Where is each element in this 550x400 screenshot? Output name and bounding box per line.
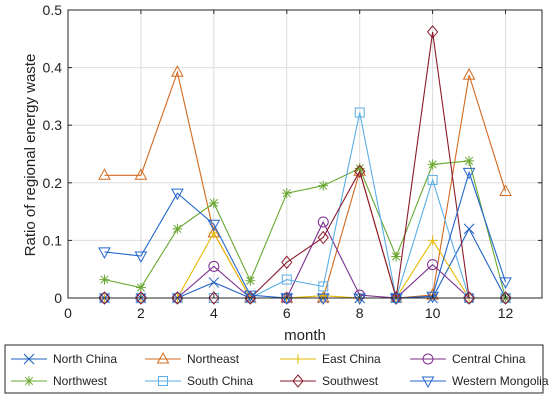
data-point bbox=[499, 277, 512, 289]
data-point bbox=[281, 274, 292, 285]
series-line bbox=[104, 160, 507, 299]
data-point bbox=[426, 291, 439, 304]
data-point bbox=[354, 107, 365, 118]
data-point bbox=[463, 291, 475, 305]
legend-label: South China bbox=[187, 374, 253, 388]
axes-box bbox=[67, 9, 543, 299]
legend-marker bbox=[293, 354, 303, 364]
legend-marker bbox=[422, 353, 434, 365]
y-tick-label: 0.4 bbox=[43, 60, 63, 76]
data-point bbox=[464, 155, 475, 166]
legend-label: North China bbox=[53, 352, 117, 366]
x-tick-label: 8 bbox=[356, 305, 364, 321]
x-tick-label: 10 bbox=[425, 305, 441, 321]
data-point bbox=[317, 216, 329, 228]
data-point bbox=[354, 164, 366, 179]
x-axis-label: month bbox=[284, 327, 326, 344]
y-tick-label: 0 bbox=[54, 290, 62, 306]
data-point bbox=[172, 223, 183, 234]
data-point bbox=[208, 197, 219, 208]
data-point bbox=[171, 291, 184, 305]
legend: North China Northeast East China Central Ch… bbox=[4, 344, 549, 394]
data-point bbox=[134, 251, 148, 263]
data-point bbox=[171, 65, 184, 77]
legend-marker bbox=[24, 376, 34, 386]
data-point bbox=[427, 235, 438, 246]
y-tick-label: 0.1 bbox=[43, 232, 63, 248]
data-point bbox=[208, 291, 220, 305]
legend-marker bbox=[23, 353, 35, 365]
plot-background bbox=[68, 10, 542, 298]
data-point bbox=[208, 260, 220, 272]
x-tick-label: 6 bbox=[283, 305, 291, 321]
legend-box bbox=[4, 344, 544, 394]
legend-marker bbox=[292, 374, 304, 388]
data-point bbox=[135, 291, 147, 305]
legend-entry: South China bbox=[145, 374, 253, 388]
data-point bbox=[134, 168, 148, 180]
data-point bbox=[281, 255, 293, 270]
x-tick-label: 4 bbox=[210, 305, 218, 321]
data-point bbox=[427, 159, 438, 170]
data-point bbox=[426, 25, 439, 39]
data-point bbox=[135, 282, 146, 293]
data-point bbox=[462, 167, 476, 180]
data-point bbox=[99, 274, 110, 285]
data-point bbox=[427, 174, 438, 185]
grid bbox=[67, 9, 542, 299]
data-point bbox=[316, 293, 330, 306]
tick-labels: 0 2 4 6 8 10 12 0 0.1 0.2 0.3 0.4 0.5 bbox=[43, 2, 514, 321]
x-tick-label: 12 bbox=[498, 305, 514, 321]
data-point bbox=[317, 230, 329, 245]
legend-label: Central China bbox=[452, 352, 526, 366]
legend-entry: Western Mongolia bbox=[410, 374, 549, 389]
x-tick-label: 2 bbox=[137, 305, 145, 321]
legend-entry: Northeast bbox=[145, 351, 240, 366]
y-axis-label: Ratio of regional energy waste bbox=[22, 54, 39, 257]
legend-label: Northeast bbox=[187, 352, 240, 366]
data-point bbox=[281, 188, 292, 199]
data-point bbox=[389, 293, 403, 306]
data-point bbox=[391, 251, 402, 262]
legend-entry: East China bbox=[280, 352, 381, 366]
legend-entry: Northwest bbox=[11, 374, 108, 388]
data-point bbox=[318, 180, 329, 191]
legend-marker bbox=[156, 351, 170, 364]
data-point bbox=[98, 291, 111, 305]
data-point bbox=[318, 281, 329, 292]
data-point bbox=[208, 277, 220, 288]
data-point bbox=[316, 290, 330, 303]
data-point bbox=[98, 247, 111, 259]
data-point bbox=[463, 223, 475, 235]
plot-frame bbox=[67, 9, 543, 299]
legend-label: Northwest bbox=[53, 374, 108, 388]
data-point bbox=[426, 288, 439, 300]
y-tick-label: 0.5 bbox=[43, 2, 63, 18]
data-point bbox=[243, 290, 257, 303]
y-tick-label: 0.3 bbox=[43, 117, 63, 133]
data-point bbox=[427, 259, 439, 271]
data-point bbox=[354, 163, 365, 174]
data-point bbox=[171, 188, 184, 201]
legend-marker bbox=[158, 376, 168, 386]
data-point bbox=[318, 290, 329, 301]
y-tick-label: 0.2 bbox=[43, 175, 63, 191]
data-point bbox=[245, 275, 256, 286]
legend-entry: Central China bbox=[410, 352, 526, 366]
legend-label: Western Mongolia bbox=[452, 374, 549, 388]
data-point bbox=[462, 68, 476, 80]
data-point bbox=[207, 219, 221, 232]
legend-label: East China bbox=[322, 352, 381, 366]
x-tick-label: 0 bbox=[64, 305, 72, 321]
legend-entry: Southwest bbox=[280, 374, 379, 388]
legend-entry: North China bbox=[11, 352, 117, 366]
data-point bbox=[499, 291, 512, 305]
legend-label: Southwest bbox=[322, 374, 379, 388]
data-point bbox=[499, 184, 512, 196]
data-point bbox=[98, 168, 111, 180]
legend-marker bbox=[421, 376, 435, 389]
